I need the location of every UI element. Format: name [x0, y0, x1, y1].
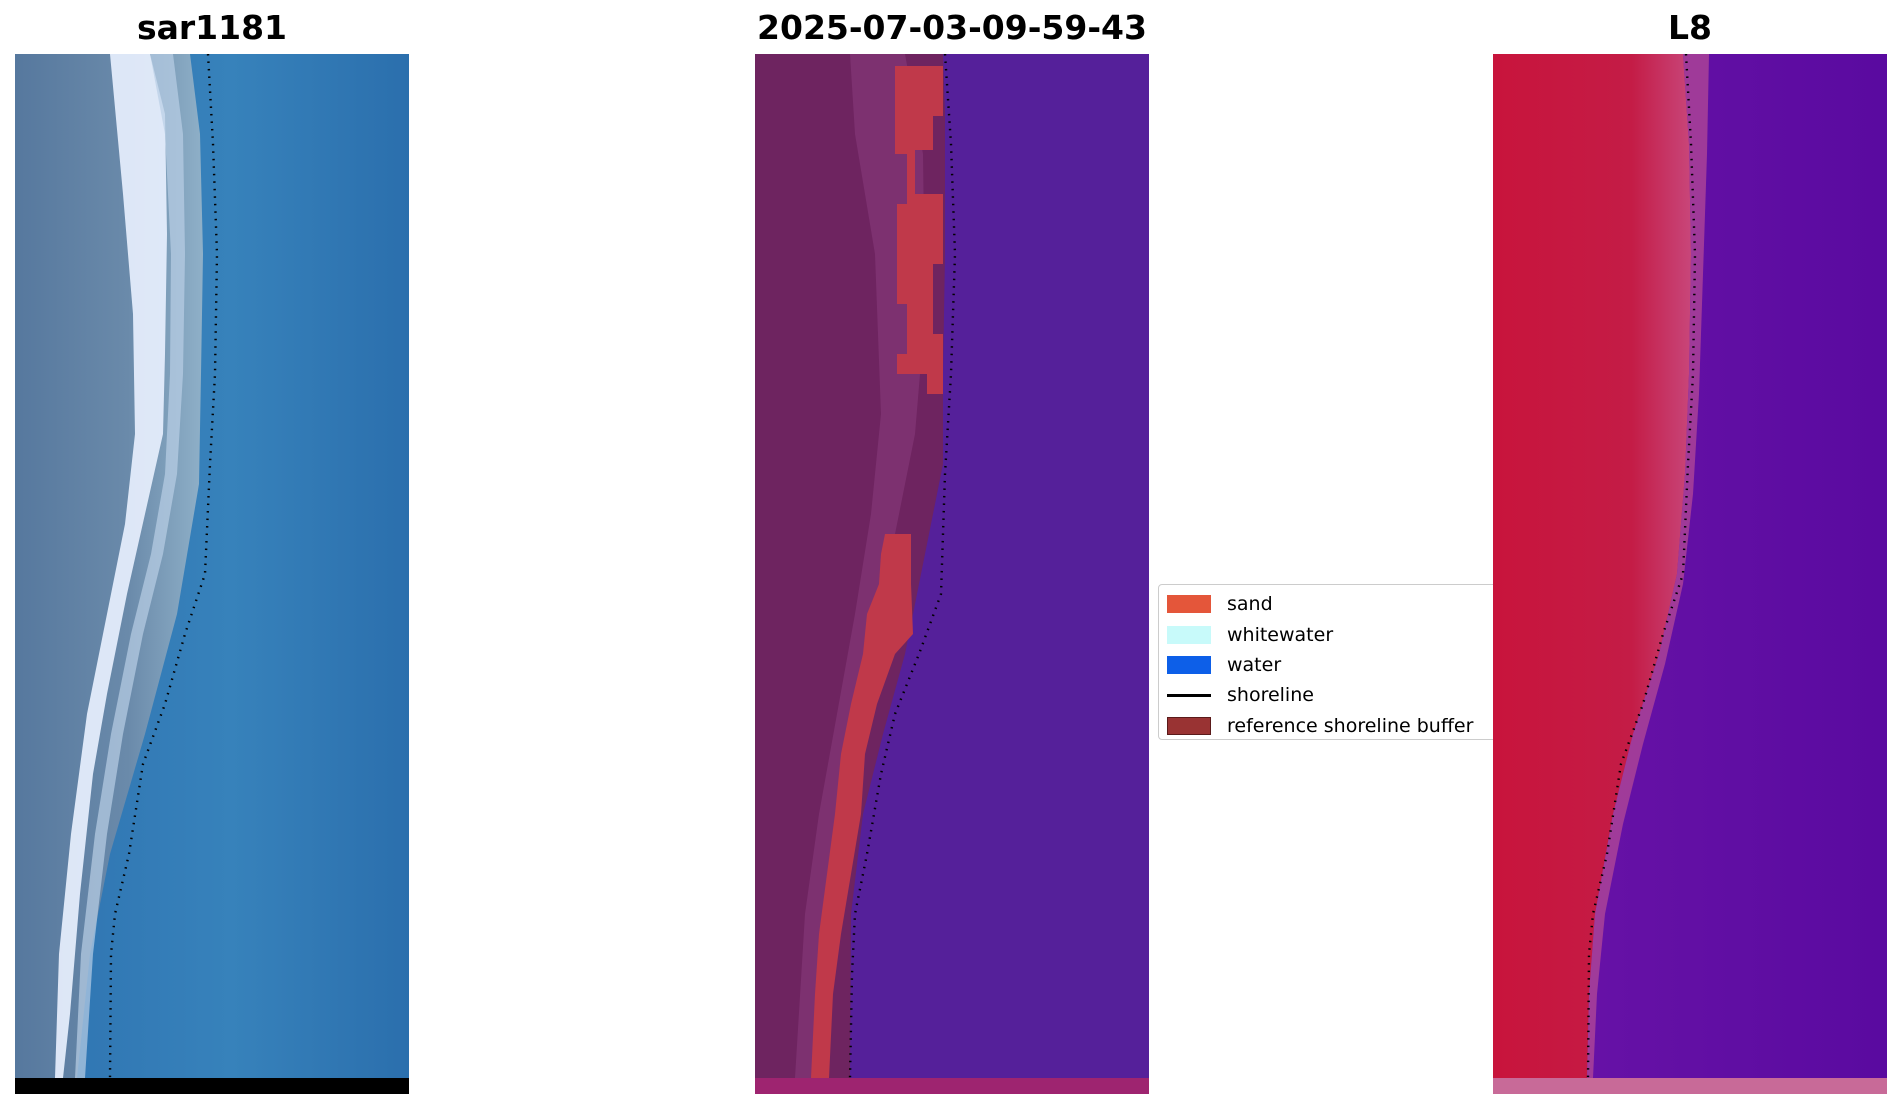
panel-title-rgb: sar1181: [136, 8, 288, 47]
rgb-surf-band: [55, 54, 167, 1078]
legend-label-sand: sand: [1227, 593, 1273, 616]
rgb-bottom-strip: [15, 1078, 409, 1094]
legend-item-whitewater: whitewater: [1167, 619, 1497, 649]
legend-label-reference-buffer: reference shoreline buffer: [1227, 714, 1474, 737]
panel-title-swir: L8: [1668, 8, 1712, 47]
legend-swatch-sand: [1167, 595, 1211, 614]
swir-fringe: [1587, 54, 1709, 1078]
classification-image: [755, 54, 1149, 1094]
swir-panel: [1493, 54, 1887, 1094]
swir-image: [1493, 54, 1887, 1094]
swir-bottom-strip: [1493, 1078, 1887, 1094]
panel-title-classification: 2025-07-03-09-59-43: [757, 8, 1147, 47]
legend-label-whitewater: whitewater: [1227, 623, 1334, 646]
legend-swatch-water: [1167, 655, 1211, 674]
legend-swatch-whitewater: [1167, 625, 1211, 644]
legend-item-water: water: [1167, 650, 1497, 680]
legend: sand whitewater water shoreline referenc…: [1158, 584, 1498, 740]
rgb-surf-fringe: [75, 54, 185, 1078]
rgb-image: [15, 54, 409, 1094]
class-bottom-strip: [755, 1078, 1149, 1094]
legend-line-shoreline: [1167, 693, 1211, 697]
class-sand-lower: [811, 534, 913, 1078]
rgb-image-panel: [15, 54, 409, 1094]
classification-panel: [755, 54, 1149, 1094]
legend-item-shoreline: shoreline: [1167, 680, 1497, 710]
legend-label-shoreline: shoreline: [1227, 684, 1314, 707]
legend-item-reference-buffer: reference shoreline buffer: [1167, 711, 1497, 741]
legend-swatch-reference-buffer: [1167, 716, 1211, 735]
class-sand-area: [895, 66, 943, 394]
legend-label-water: water: [1227, 653, 1282, 676]
legend-item-sand: sand: [1167, 589, 1497, 619]
class-land-lighter: [795, 54, 925, 1078]
swir-land-area: [1493, 54, 1691, 1078]
